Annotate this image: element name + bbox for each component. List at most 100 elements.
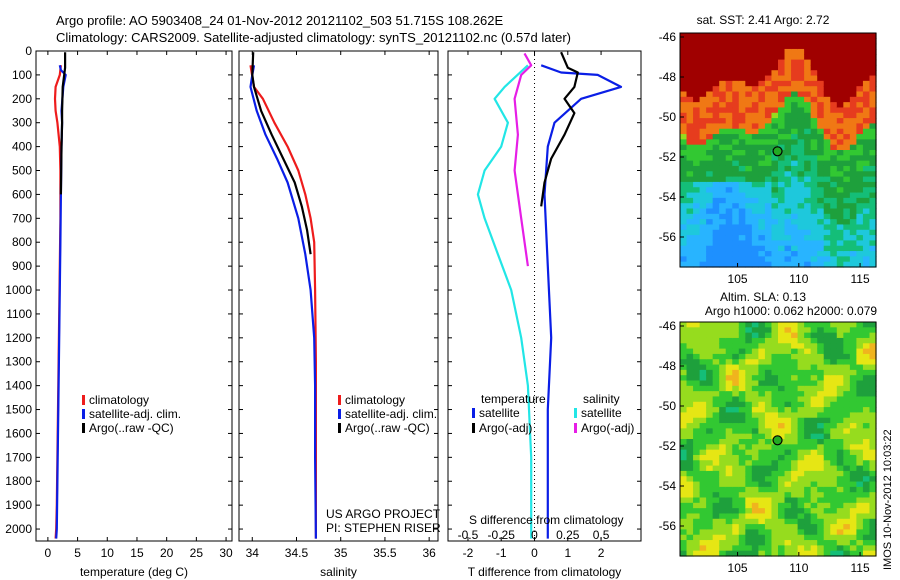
heatmap-cell <box>830 439 838 445</box>
heatmap-cell <box>836 391 844 398</box>
heatmap-cell <box>719 534 727 541</box>
heatmap-cell <box>706 497 714 504</box>
salinity-xtick-label: 36 <box>422 546 436 560</box>
heatmap-cell <box>680 118 688 125</box>
heatmap-cell <box>778 176 786 183</box>
heatmap-cell <box>745 439 753 445</box>
heatmap-cell <box>764 75 773 82</box>
heatmap-cell <box>856 235 864 242</box>
diff-legend-swatch <box>472 423 475 433</box>
heatmap-cell <box>778 112 786 119</box>
heatmap-cell <box>758 534 766 541</box>
heatmap-cell <box>712 208 720 215</box>
heatmap-cell <box>856 203 864 210</box>
heatmap-cell <box>856 348 864 355</box>
heatmap-cell <box>693 470 701 477</box>
heatmap-cell <box>830 80 838 87</box>
heatmap-cell <box>784 529 792 536</box>
heatmap-cell <box>856 48 864 55</box>
heatmap-cell <box>784 33 792 39</box>
salinity-legend-swatch <box>338 423 341 433</box>
heatmap-cell <box>706 353 714 360</box>
heatmap-cell <box>797 353 805 360</box>
heatmap-cell <box>725 385 733 392</box>
sst_map-ytick-label: -56 <box>659 230 677 244</box>
heatmap-cell <box>699 508 707 515</box>
heatmap-cell <box>797 470 805 477</box>
heatmap-cell <box>849 380 857 387</box>
heatmap-cell <box>764 240 773 247</box>
heatmap-cell <box>862 439 871 445</box>
heatmap-cell <box>869 444 877 451</box>
heatmap-cell <box>758 465 766 472</box>
heatmap-cell <box>725 497 733 504</box>
heatmap-cell <box>817 134 825 140</box>
heatmap-cell <box>830 107 838 114</box>
heatmap-cell <box>804 70 812 77</box>
heatmap-cell <box>693 529 701 536</box>
heatmap-cell <box>699 428 707 435</box>
heatmap-cell <box>745 508 753 515</box>
heatmap-cell <box>764 502 773 509</box>
heatmap-cell <box>758 412 766 419</box>
heatmap-cell <box>791 353 799 360</box>
heatmap-cell <box>771 245 779 252</box>
heatmap-cell <box>856 118 864 125</box>
heatmap-cell <box>706 513 714 520</box>
heatmap-cell <box>862 353 871 360</box>
heatmap-cell <box>738 385 746 392</box>
heatmap-cell <box>725 192 733 199</box>
heatmap-cell <box>686 112 694 119</box>
heatmap-cell <box>804 75 812 82</box>
heatmap-cell <box>686 48 694 55</box>
heatmap-cell <box>712 33 720 39</box>
heatmap-cell <box>771 251 779 257</box>
heatmap-cell <box>804 502 812 509</box>
heatmap-cell <box>738 33 746 39</box>
heatmap-cell <box>680 449 688 456</box>
heatmap-cell <box>680 476 688 483</box>
heatmap-cell <box>778 497 786 504</box>
heatmap-cell <box>817 96 825 103</box>
heatmap-cell <box>843 128 851 135</box>
heatmap-cell <box>862 213 871 220</box>
heatmap-cell <box>830 423 838 429</box>
heatmap-cell <box>738 391 746 398</box>
heatmap-cell <box>823 412 831 419</box>
heatmap-cell <box>856 364 864 371</box>
heatmap-cell <box>836 353 844 360</box>
heatmap-cell <box>738 54 746 61</box>
heatmap-cell <box>843 70 851 77</box>
heatmap-cell <box>817 380 825 387</box>
heatmap-cell <box>810 492 818 499</box>
heatmap-cell <box>797 134 805 140</box>
heatmap-cell <box>712 545 720 552</box>
heatmap-cell <box>830 176 838 183</box>
heatmap-cell <box>856 80 864 87</box>
heatmap-cell <box>810 197 818 204</box>
heatmap-cell <box>836 540 844 546</box>
heatmap-cell <box>764 171 773 178</box>
heatmap-cell <box>699 497 707 504</box>
heatmap-cell <box>823 139 831 146</box>
heatmap-cell <box>862 465 871 472</box>
heatmap-cell <box>686 497 694 504</box>
heatmap-cell <box>797 322 805 328</box>
heatmap-cell <box>725 508 733 515</box>
heatmap-cell <box>804 497 812 504</box>
heatmap-cell <box>680 497 688 504</box>
heatmap-cell <box>849 38 857 45</box>
heatmap-cell <box>823 449 831 456</box>
heatmap-cell <box>778 486 786 493</box>
heatmap-cell <box>862 396 871 403</box>
heatmap-cell <box>823 385 831 392</box>
heatmap-cell <box>719 385 727 392</box>
heatmap-cell <box>784 91 792 98</box>
heatmap-cell <box>836 412 844 419</box>
heatmap-cell <box>862 327 871 334</box>
heatmap-cell <box>784 43 792 50</box>
heatmap-cell <box>778 465 786 472</box>
heatmap-cell <box>784 439 792 445</box>
heatmap-cell <box>745 75 753 82</box>
heatmap-cell <box>751 107 759 114</box>
